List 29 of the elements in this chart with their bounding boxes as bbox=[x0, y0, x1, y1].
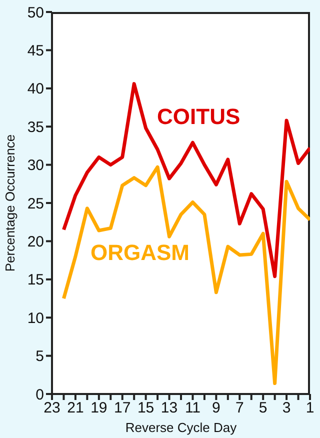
series-label: ORGASM bbox=[90, 240, 190, 266]
y-tick-label: 0 bbox=[36, 386, 44, 404]
y-tick-label: 35 bbox=[27, 118, 44, 136]
y-tick-label: 45 bbox=[27, 42, 44, 60]
y-tick-label: 15 bbox=[27, 272, 44, 289]
x-tick-label: 1 bbox=[306, 400, 314, 417]
x-tick-label: 9 bbox=[212, 400, 220, 417]
y-tick-label: 10 bbox=[27, 310, 44, 327]
y-tick-label: 25 bbox=[27, 195, 44, 212]
x-tick-label: 21 bbox=[67, 400, 84, 417]
x-tick-label: 7 bbox=[235, 400, 244, 417]
x-tick-label: 11 bbox=[184, 400, 201, 417]
x-axis-title: Reverse Cycle Day bbox=[125, 420, 238, 435]
line-series bbox=[62, 82, 310, 278]
y-axis-title: Percentage Occurrence bbox=[2, 134, 18, 272]
y-tick-label: 40 bbox=[27, 80, 44, 98]
series-label: COITUS bbox=[157, 104, 240, 130]
y-tick-label: 5 bbox=[36, 348, 44, 366]
x-tick-label: 15 bbox=[137, 400, 154, 417]
x-tick-label: 13 bbox=[160, 400, 178, 417]
line-series bbox=[62, 165, 310, 386]
y-tick-label: 30 bbox=[27, 157, 44, 174]
x-tick-label: 17 bbox=[114, 400, 131, 417]
y-tick-label: 50 bbox=[27, 4, 44, 22]
x-tick-label: 3 bbox=[282, 400, 291, 417]
x-tick-label: 19 bbox=[90, 400, 108, 417]
x-tick-label: 5 bbox=[258, 400, 268, 417]
x-tick-label: 23 bbox=[44, 400, 60, 417]
y-tick-label: 20 bbox=[27, 234, 44, 251]
